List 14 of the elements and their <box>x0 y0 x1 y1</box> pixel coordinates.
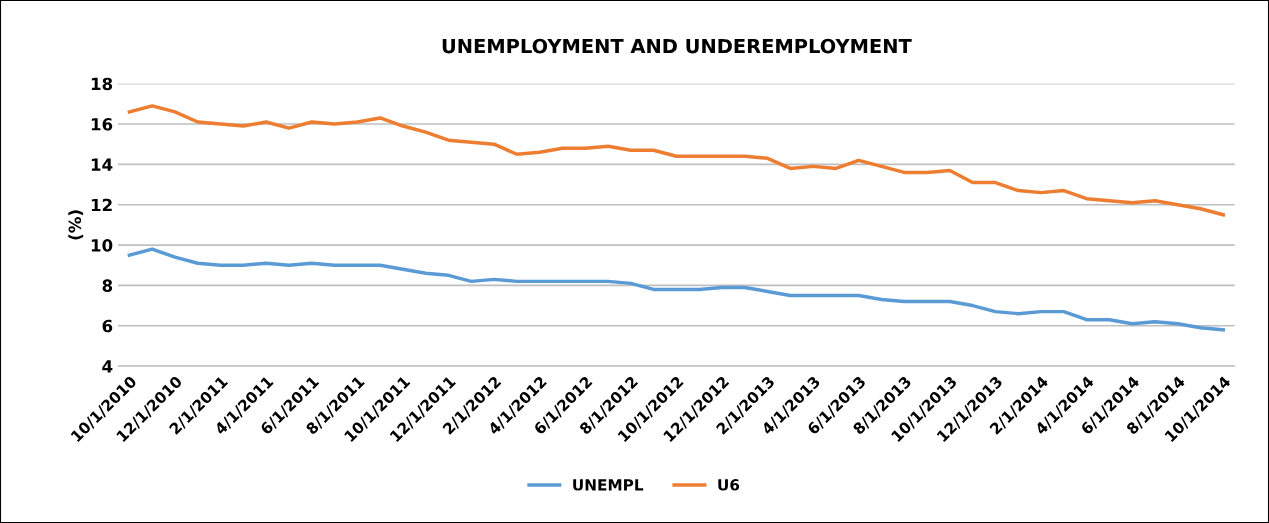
y-tick-label: 12 <box>91 198 112 212</box>
y-tick-label: 10 <box>91 239 113 252</box>
y-tick-label: 6 <box>102 319 113 333</box>
legend-label: U6 <box>718 479 740 491</box>
chart-title: UNEMPLOYMENT AND UNDEREMPLOYMENT <box>442 38 912 54</box>
y-tick-label: 8 <box>102 279 113 292</box>
y-tick-label: 16 <box>91 118 113 131</box>
y-tick-label: 14 <box>91 158 113 171</box>
y-tick-label: 18 <box>91 77 113 91</box>
line-series <box>127 247 1226 332</box>
line-series <box>127 104 1226 217</box>
legend-label: UNEMPL <box>573 479 644 491</box>
y-tick-label: 4 <box>102 360 113 373</box>
y-axis-title: (%) <box>68 210 84 240</box>
